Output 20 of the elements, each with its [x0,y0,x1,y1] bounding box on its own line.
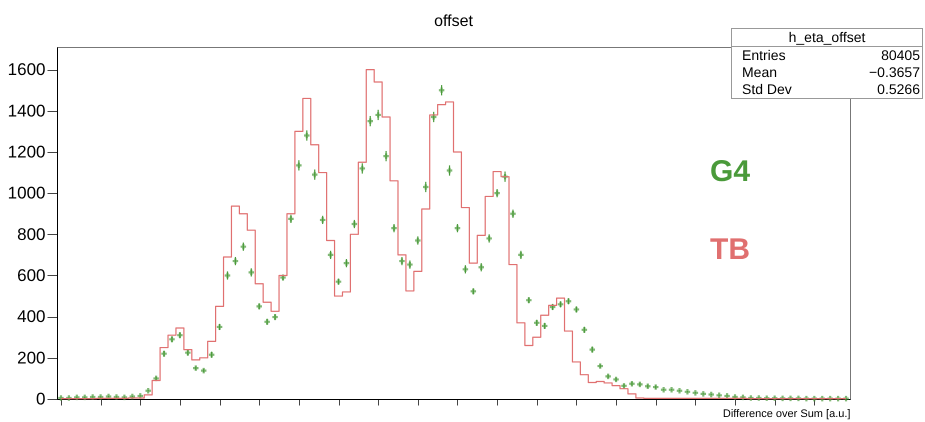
y-tick-label: 1600 [8,60,46,80]
annotation: Mean [742,64,778,81]
y-tick-label: 0 [36,390,46,408]
y-tick-label: 800 [17,224,46,244]
y-tick-label: 1200 [8,142,46,162]
y-tick-label: 1000 [8,184,46,203]
annotation: Std Dev [742,81,792,98]
text: 0.5266 [877,81,920,98]
y-tick-label: 400 [17,307,46,326]
text: −0.3657 [869,64,920,81]
y-tick-label: 1400 [8,101,46,120]
text: G4 [710,155,750,188]
text: TB [710,233,750,266]
y-tick-label: 600 [17,266,46,285]
chart-title: offset [434,13,474,30]
y-tick-label: 200 [17,348,46,368]
text: 80405 [881,47,920,64]
annotation: Entries [742,47,786,64]
x-axis-title: Difference over Sum [a.u.] [722,408,850,420]
text: h_eta_offset [732,29,922,47]
